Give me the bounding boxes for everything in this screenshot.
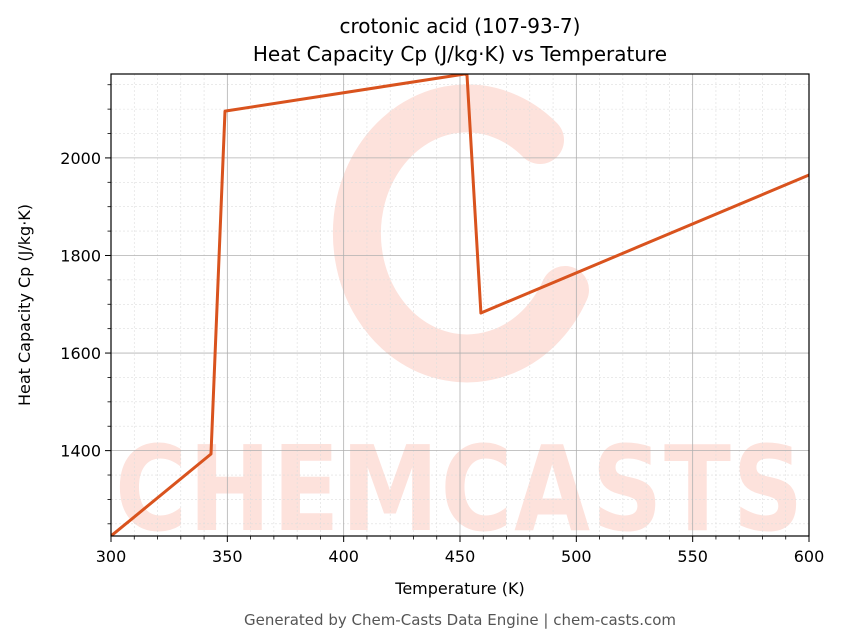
x-tick-label: 450 [445,547,476,566]
y-axis-label: Heat Capacity Cp (J/kg·K) [15,204,34,406]
chart-title: crotonic acid (107-93-7) [340,14,581,38]
x-tick-label: 600 [794,547,825,566]
chart-subtitle: Heat Capacity Cp (J/kg·K) vs Temperature [253,42,667,66]
watermark: CHEMCASTS [115,84,805,558]
x-tick-label: 400 [328,547,359,566]
x-tick-label: 300 [96,547,127,566]
ticks-layer: 300 350 400 450 500 550 600 1400 1600 1800 2000 [60,84,825,566]
x-axis-label: Temperature (K) [394,579,524,598]
cp-series-line [111,74,809,536]
series-layer [111,74,809,536]
watermark-text: CHEMCASTS [115,420,805,558]
y-tick-label: 1800 [60,246,101,265]
footer-credit: Generated by Chem-Casts Data Engine | ch… [244,611,676,629]
x-tick-label: 350 [212,547,243,566]
watermark-logo [332,84,589,383]
x-tick-label: 500 [561,547,592,566]
y-tick-label: 2000 [60,149,101,168]
y-tick-label: 1400 [60,442,101,461]
y-tick-label: 1600 [60,344,101,363]
x-tick-label: 550 [677,547,708,566]
